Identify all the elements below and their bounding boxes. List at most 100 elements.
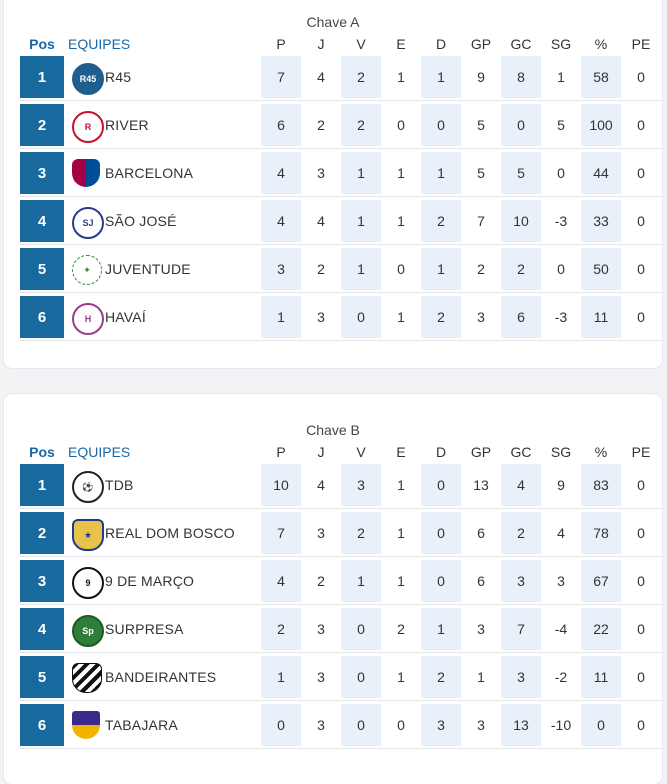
stat-pct: 83 <box>581 464 621 506</box>
col-sg[interactable]: SG <box>550 36 572 52</box>
table-row[interactable]: 2 ★ REAL DOM BOSCO 7 3 2 1 0 6 2 4 78 0 <box>20 512 662 557</box>
col-d[interactable]: D <box>435 36 447 52</box>
table-row[interactable]: 4 SJ SÃO JOSÉ 4 4 1 1 2 7 10 -3 33 0 <box>20 200 662 245</box>
col-v[interactable]: V <box>356 444 366 460</box>
stat-v: 1 <box>341 152 381 194</box>
stat-pct: 50 <box>581 248 621 290</box>
col-team[interactable]: EQUIPES <box>68 36 131 52</box>
team-name[interactable]: SÃO JOSÉ <box>105 213 177 229</box>
team-name[interactable]: BARCELONA <box>105 165 194 181</box>
stat-v: 0 <box>341 704 381 746</box>
col-pos[interactable]: Pos <box>29 444 55 460</box>
stat-p: 4 <box>261 200 301 242</box>
stat-d: 0 <box>421 104 461 146</box>
col-v[interactable]: V <box>356 36 366 52</box>
col-pct[interactable]: % <box>594 36 608 52</box>
stat-j: 4 <box>317 477 325 493</box>
stat-pct: 67 <box>581 560 621 602</box>
team-name[interactable]: RIVER <box>105 117 149 133</box>
col-pe[interactable]: PE <box>631 36 651 52</box>
col-pos[interactable]: Pos <box>29 36 55 52</box>
position-badge: 5 <box>20 248 64 290</box>
stat-d: 0 <box>421 464 461 506</box>
table-row[interactable]: 3 BARCELONA 4 3 1 1 1 5 5 0 44 0 <box>20 152 662 197</box>
col-p[interactable]: P <box>276 444 286 460</box>
stat-sg: 1 <box>557 69 565 85</box>
team-name[interactable]: R45 <box>105 69 132 85</box>
stat-pe: 0 <box>637 717 645 733</box>
stat-p: 4 <box>261 560 301 602</box>
team-name[interactable]: 9 DE MARÇO <box>105 573 195 589</box>
team-name[interactable]: TABAJARA <box>105 717 178 733</box>
stat-v: 2 <box>341 56 381 98</box>
stat-gc: 2 <box>501 248 541 290</box>
stat-e: 0 <box>397 117 405 133</box>
stat-d: 2 <box>421 656 461 698</box>
stat-d: 2 <box>421 200 461 242</box>
stat-sg: -3 <box>554 213 568 229</box>
stat-v: 2 <box>341 512 381 554</box>
col-sg[interactable]: SG <box>550 444 572 460</box>
team-name[interactable]: TDB <box>105 477 134 493</box>
stat-p: 7 <box>261 512 301 554</box>
stat-e: 1 <box>397 477 405 493</box>
col-e[interactable]: E <box>396 444 406 460</box>
col-gp[interactable]: GP <box>470 36 492 52</box>
team-name[interactable]: JUVENTUDE <box>105 261 191 277</box>
stat-d: 3 <box>421 704 461 746</box>
stat-gc: 6 <box>501 296 541 338</box>
col-gc[interactable]: GC <box>510 444 532 460</box>
team-name[interactable]: BANDEIRANTES <box>105 669 217 685</box>
stat-e: 1 <box>397 525 405 541</box>
col-j[interactable]: J <box>317 36 325 52</box>
team-name[interactable]: SURPRESA <box>105 621 184 637</box>
col-team[interactable]: EQUIPES <box>68 444 131 460</box>
table-row[interactable]: 6 TABAJARA 0 3 0 0 3 3 13 -10 0 0 <box>20 704 662 749</box>
col-d[interactable]: D <box>435 444 447 460</box>
group-title: Chave B <box>306 422 360 438</box>
col-gc[interactable]: GC <box>510 36 532 52</box>
table-row[interactable]: 1 R45 R45 7 4 2 1 1 9 8 1 58 0 <box>20 56 662 101</box>
stat-p: 7 <box>261 56 301 98</box>
stat-p: 4 <box>261 152 301 194</box>
havai-logo-icon: H <box>72 303 104 335</box>
stat-pct: 11 <box>581 656 621 698</box>
stat-d: 1 <box>421 56 461 98</box>
col-p[interactable]: P <box>276 36 286 52</box>
stat-sg: -2 <box>554 669 568 685</box>
stat-gp: 7 <box>477 213 485 229</box>
stat-pe: 0 <box>637 621 645 637</box>
stat-d: 1 <box>421 152 461 194</box>
barcelona-logo-icon <box>72 159 100 187</box>
stat-e: 0 <box>397 717 405 733</box>
stat-v: 1 <box>341 248 381 290</box>
col-j[interactable]: J <box>317 444 325 460</box>
stat-d: 0 <box>421 512 461 554</box>
stat-gc: 0 <box>501 104 541 146</box>
col-pct[interactable]: % <box>594 444 608 460</box>
table-row[interactable]: 6 H HAVAÍ 1 3 0 1 2 3 6 -3 11 0 <box>20 296 662 341</box>
position-badge: 3 <box>20 152 64 194</box>
stat-gc: 4 <box>501 464 541 506</box>
team-name[interactable]: HAVAÍ <box>105 309 146 325</box>
stat-gp: 6 <box>477 573 485 589</box>
stat-p: 2 <box>261 608 301 650</box>
stat-sg: 0 <box>557 261 565 277</box>
col-gp[interactable]: GP <box>470 444 492 460</box>
position-badge: 6 <box>20 296 64 338</box>
stat-gc: 3 <box>501 656 541 698</box>
team-name[interactable]: REAL DOM BOSCO <box>105 525 235 541</box>
position-badge: 2 <box>20 512 64 554</box>
col-e[interactable]: E <box>396 36 406 52</box>
table-row[interactable]: 2 R RIVER 6 2 2 0 0 5 0 5 100 0 <box>20 104 662 149</box>
table-row[interactable]: 4 Sp SURPRESA 2 3 0 2 1 3 7 -4 22 0 <box>20 608 662 653</box>
stat-j: 3 <box>317 669 325 685</box>
col-pe[interactable]: PE <box>631 444 651 460</box>
stat-gp: 13 <box>473 477 489 493</box>
table-row[interactable]: 5 BANDEIRANTES 1 3 0 1 2 1 3 -2 11 0 <box>20 656 662 701</box>
position-badge: 1 <box>20 464 64 506</box>
stat-p: 0 <box>261 704 301 746</box>
table-row[interactable]: 1 ⚽ TDB 10 4 3 1 0 13 4 9 83 0 <box>20 464 662 509</box>
table-row[interactable]: 5 ✦ JUVENTUDE 3 2 1 0 1 2 2 0 50 0 <box>20 248 662 293</box>
